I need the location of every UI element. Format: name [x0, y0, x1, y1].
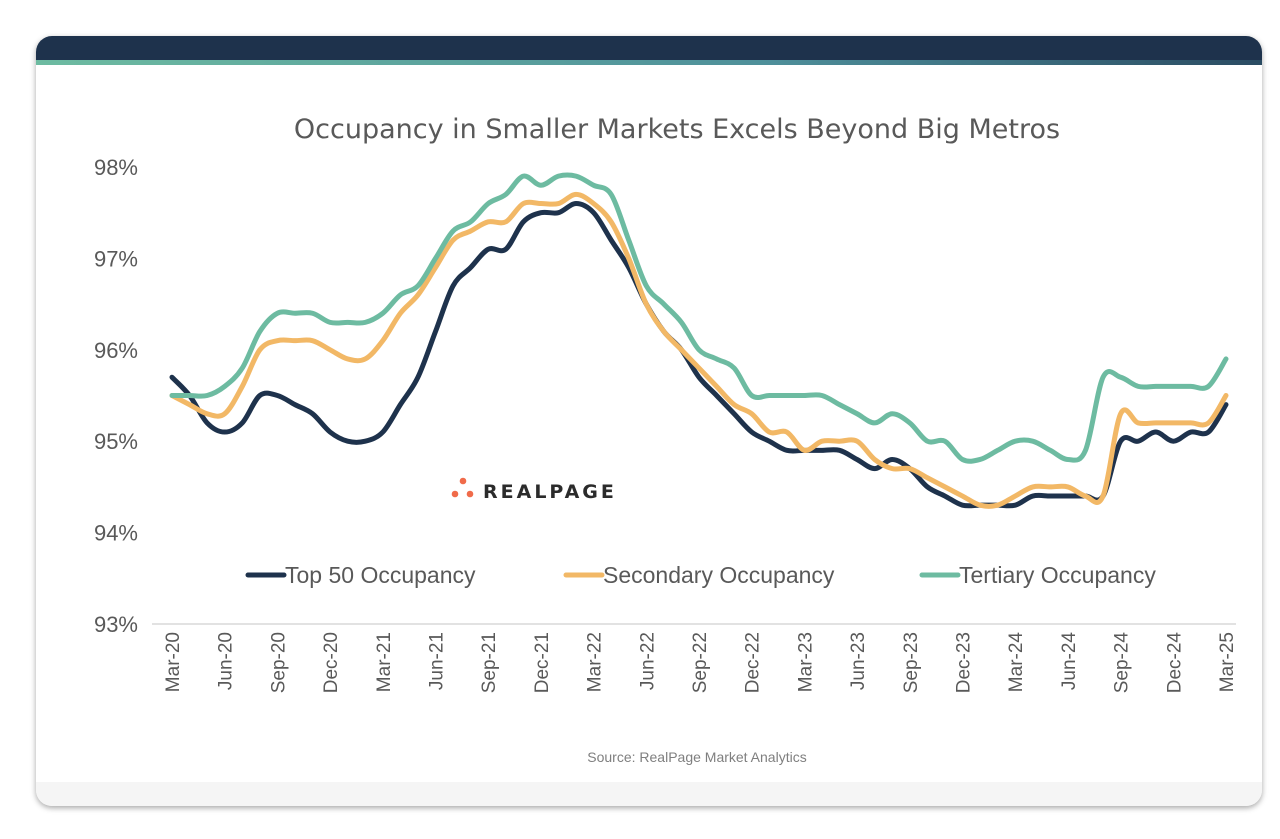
x-tick-label: Mar-25 [1217, 632, 1238, 692]
series-line-0 [169, 201, 1229, 509]
x-tick-label: Sep-23 [901, 632, 922, 693]
legend-item: Secondary Occupancy [563, 562, 835, 588]
chart-card [36, 36, 1262, 806]
x-tick-label: Jun-21 [427, 632, 448, 690]
card-accent-line [36, 60, 1262, 65]
y-tick-label: 93% [94, 612, 138, 637]
x-tick-label: Dec-20 [321, 632, 342, 693]
series-line-1 [169, 191, 1229, 509]
logo-dot [466, 490, 474, 498]
logo-text: REALPAGE [483, 481, 617, 503]
x-tick-label: Mar-22 [585, 632, 606, 692]
legend-item: Tertiary Occupancy [919, 562, 1156, 588]
x-tick-label: Dec-21 [532, 632, 553, 693]
logo-dot [451, 490, 459, 498]
chart-title: Occupancy in Smaller Markets Excels Beyo… [294, 114, 1060, 145]
x-tick-label: Sep-21 [479, 632, 500, 693]
x-tick-label: Dec-24 [1164, 632, 1185, 694]
x-tick-label: Mar-20 [163, 632, 184, 692]
series-line-2 [169, 172, 1229, 464]
x-tick-label: Jun-20 [216, 632, 237, 690]
card-footer-band [36, 782, 1262, 806]
x-tick-label: Mar-23 [795, 632, 816, 692]
y-tick-label: 96% [94, 338, 138, 363]
x-tick-label: Jun-22 [637, 632, 658, 690]
source-note: Source: RealPage Market Analytics [587, 749, 806, 765]
realpage-logo: REALPAGE [451, 477, 617, 503]
x-tick-label: Dec-22 [743, 632, 764, 693]
y-axis: 93% 94% 95% 96% 97% 98% [94, 155, 138, 637]
y-tick-label: 97% [94, 246, 138, 271]
y-tick-label: 98% [94, 155, 138, 180]
x-tick-label: Sep-22 [690, 632, 711, 693]
x-tick-label: Dec-23 [954, 632, 975, 693]
logo-dot [459, 477, 467, 485]
x-tick-label: Jun-24 [1059, 632, 1080, 691]
card-header-bar [36, 36, 1262, 60]
x-tick-label: Jun-23 [848, 632, 869, 690]
legend-label: Tertiary Occupancy [959, 562, 1156, 588]
y-tick-label: 94% [94, 521, 138, 546]
x-tick-label: Sep-20 [268, 632, 289, 693]
series-lines [169, 172, 1229, 509]
legend-label: Top 50 Occupancy [285, 562, 476, 588]
x-tick-label: Sep-24 [1112, 632, 1133, 694]
x-tick-label: Mar-24 [1006, 632, 1027, 693]
legend-label: Secondary Occupancy [603, 562, 835, 588]
legend-item: Top 50 Occupancy [245, 562, 476, 588]
y-tick-label: 95% [94, 429, 138, 454]
x-axis: Mar-20 Jun-20 Sep-20 Dec-20 Mar-21 Jun-21 Sep-… [163, 632, 1238, 694]
legend: Top 50 Occupancy Secondary Occupancy Terti… [245, 562, 1156, 588]
x-tick-label: Mar-21 [374, 632, 395, 692]
